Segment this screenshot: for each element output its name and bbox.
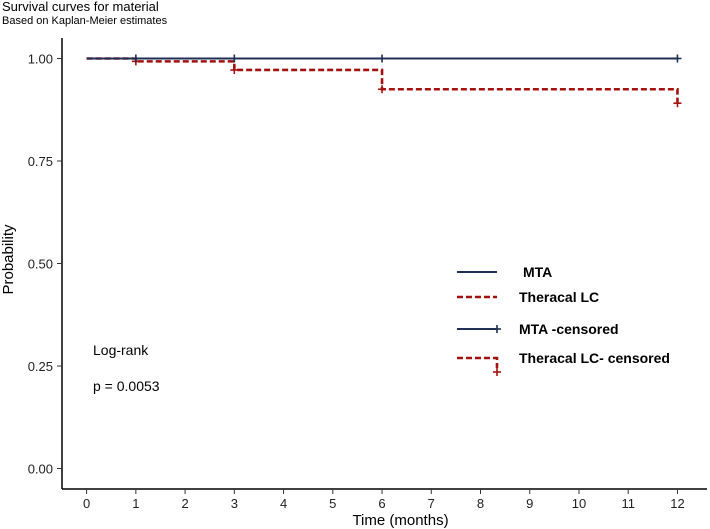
legend-censor-icon <box>493 368 501 376</box>
y-tick-label: 0.50 <box>28 257 53 272</box>
x-tick-label: 8 <box>477 496 484 511</box>
censor-mark-mta <box>378 54 387 63</box>
curve-theracal-lc <box>86 57 679 104</box>
x-tick-label: 12 <box>670 496 684 511</box>
legend: MTA Theracal LC MTA -censored Theracal LC- … <box>457 264 670 376</box>
x-tick-label: 0 <box>83 496 90 511</box>
x-tick-label: 4 <box>280 496 287 511</box>
legend-item-theracal-lc-censored: Theracal LC- censored <box>457 350 670 376</box>
x-axis-title: Time (months) <box>352 512 448 529</box>
legend-censor-icon <box>493 325 501 333</box>
subtitle: Based on Kaplan-Meier estimates <box>2 15 168 27</box>
legend-label: Theracal LC <box>519 289 599 305</box>
p-value-label: p = 0.0053 <box>93 378 160 394</box>
censor-mark-theracal-lc <box>230 65 239 74</box>
x-tick-label: 3 <box>231 496 238 511</box>
y-tick-label: 0.25 <box>28 359 53 374</box>
legend-item-mta-censored: MTA -censored <box>457 321 619 337</box>
test-name-label: Log-rank <box>93 342 149 358</box>
legend-line <box>457 356 499 368</box>
x-tick-label: 5 <box>329 496 336 511</box>
series-theracal-lc <box>86 57 682 108</box>
legend-label: MTA <box>523 264 552 280</box>
censor-mark-mta <box>131 54 140 63</box>
x-tick-label: 7 <box>428 496 435 511</box>
legend-item-theracal-lc: Theracal LC <box>457 289 599 305</box>
x-tick-label: 11 <box>621 496 635 511</box>
legend-label: MTA -censored <box>519 321 619 337</box>
axes: 0 1 2 3 4 5 6 7 8 9 10 11 120.000.250.500.751.00Time… <box>0 38 707 529</box>
y-tick-label: 0.00 <box>28 462 53 477</box>
y-axis-title: Probability <box>0 224 17 295</box>
legend-label: Theracal LC- censored <box>519 350 670 366</box>
legend-item-mta: MTA <box>457 264 552 280</box>
y-tick-label: 1.00 <box>28 52 53 67</box>
x-tick-label: 10 <box>572 496 586 511</box>
title: Survival curves for material <box>2 0 159 14</box>
y-tick-label: 0.75 <box>28 154 53 169</box>
x-tick-label: 1 <box>132 496 139 511</box>
censor-mark-mta <box>673 54 682 63</box>
annotations: Log-rank p = 0.0053 <box>93 342 160 394</box>
censor-mark-mta <box>230 54 239 63</box>
x-tick-label: 9 <box>526 496 533 511</box>
series-mta <box>86 54 682 63</box>
x-tick-label: 2 <box>181 496 188 511</box>
x-tick-label: 6 <box>378 496 385 511</box>
censor-mark-theracal-lc <box>673 99 682 108</box>
censor-mark-theracal-lc <box>378 85 387 94</box>
series-layer <box>86 54 682 108</box>
